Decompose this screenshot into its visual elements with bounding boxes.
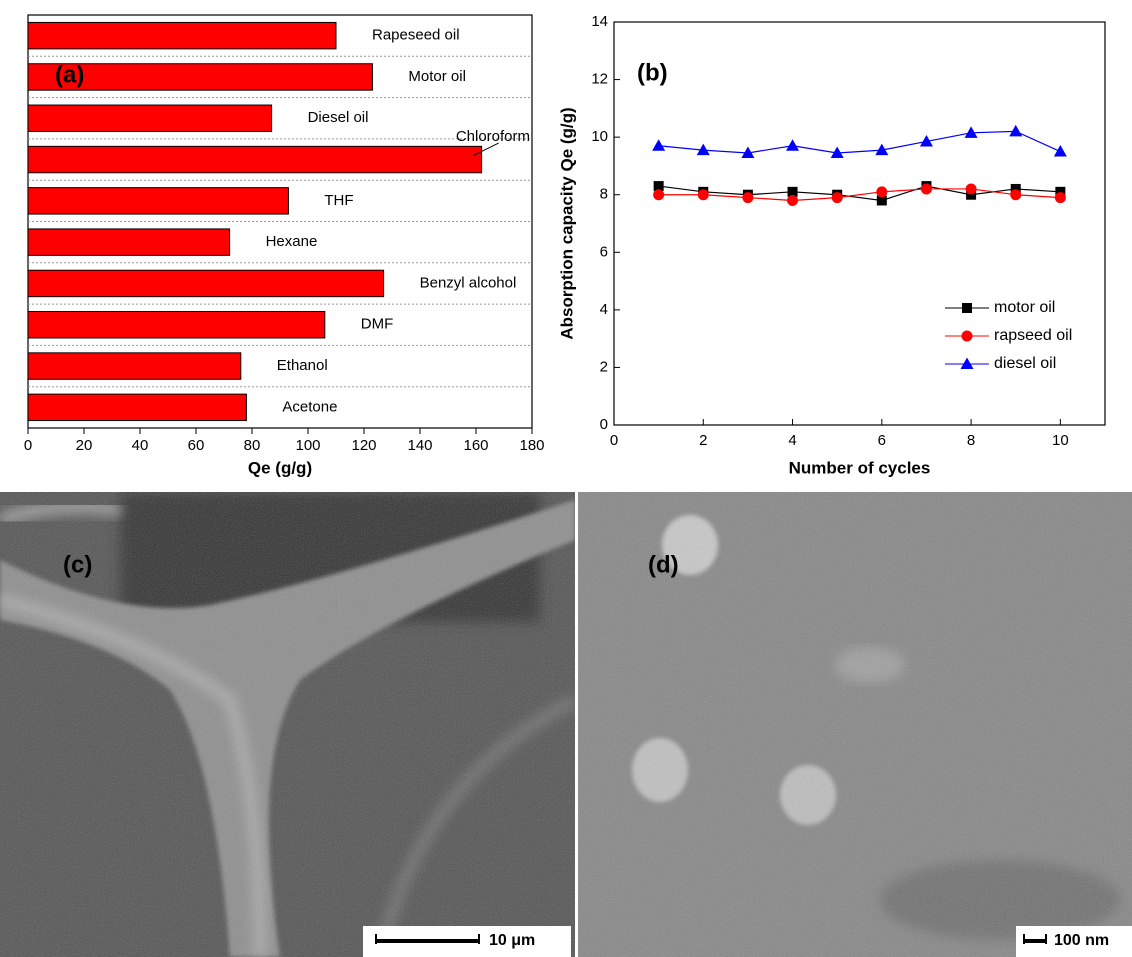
x-tick-label: 4 bbox=[788, 432, 796, 449]
marker bbox=[961, 358, 974, 370]
x-tick-label: 20 bbox=[76, 437, 93, 454]
bar-label: THF bbox=[324, 192, 353, 209]
bar bbox=[28, 229, 230, 255]
y-tick-label: 6 bbox=[600, 243, 608, 260]
marker bbox=[1054, 145, 1067, 157]
x-tick-label: 140 bbox=[407, 437, 432, 454]
x-tick-label: 40 bbox=[132, 437, 149, 454]
marker bbox=[698, 189, 709, 200]
bar-label: Hexane bbox=[266, 233, 318, 250]
marker bbox=[965, 126, 978, 138]
legend-label: motor oil bbox=[994, 299, 1055, 316]
marker bbox=[787, 195, 798, 206]
bar bbox=[28, 353, 241, 379]
x-tick-label: 120 bbox=[351, 437, 376, 454]
scale-bar-label: 10 μm bbox=[489, 932, 535, 949]
panel-label: (d) bbox=[648, 551, 679, 578]
x-tick-label: 0 bbox=[610, 432, 618, 449]
x-axis-label: Number of cycles bbox=[789, 458, 931, 477]
x-tick-label: 6 bbox=[878, 432, 886, 449]
marker bbox=[921, 183, 932, 194]
bar bbox=[28, 105, 272, 131]
bar-label: Rapeseed oil bbox=[372, 27, 460, 44]
marker bbox=[652, 139, 665, 151]
x-tick-label: 100 bbox=[295, 437, 320, 454]
bar-label: Ethanol bbox=[277, 357, 328, 374]
y-tick-label: 14 bbox=[591, 13, 608, 30]
bar bbox=[28, 312, 325, 338]
bar-label: Acetone bbox=[282, 398, 337, 415]
y-tick-label: 12 bbox=[591, 71, 608, 88]
y-tick-label: 0 bbox=[600, 416, 608, 433]
x-tick-label: 180 bbox=[519, 437, 544, 454]
bar bbox=[28, 146, 482, 172]
panel-label: (c) bbox=[63, 551, 92, 578]
y-tick-label: 10 bbox=[591, 128, 608, 145]
bar bbox=[28, 394, 246, 420]
bar-label: Diesel oil bbox=[308, 109, 369, 126]
x-tick-label: 80 bbox=[244, 437, 261, 454]
legend-label: rapseed oil bbox=[994, 327, 1072, 344]
bar-label: Benzyl alcohol bbox=[420, 274, 517, 291]
x-tick-label: 10 bbox=[1052, 432, 1069, 449]
x-tick-label: 160 bbox=[463, 437, 488, 454]
y-axis-label: Absorption capacity Qe (g/g) bbox=[557, 107, 576, 339]
marker bbox=[876, 186, 887, 197]
bar-label: DMF bbox=[361, 316, 394, 333]
bar bbox=[28, 270, 384, 296]
marker bbox=[786, 139, 799, 151]
marker bbox=[742, 192, 753, 203]
marker bbox=[1055, 192, 1066, 203]
x-tick-label: 2 bbox=[699, 432, 707, 449]
marker bbox=[962, 331, 973, 342]
y-tick-label: 8 bbox=[600, 186, 608, 203]
marker bbox=[962, 303, 972, 313]
series-line bbox=[659, 131, 1061, 153]
panel-label: (a) bbox=[55, 61, 84, 88]
marker bbox=[1009, 125, 1022, 137]
marker bbox=[966, 183, 977, 194]
y-tick-label: 4 bbox=[600, 301, 608, 318]
bar-label: Chloroform bbox=[456, 128, 530, 145]
x-tick-label: 0 bbox=[24, 437, 32, 454]
panel-label: (b) bbox=[637, 59, 668, 86]
marker bbox=[1010, 189, 1021, 200]
y-tick-label: 2 bbox=[600, 358, 608, 375]
bar bbox=[28, 22, 336, 48]
x-tick-label: 8 bbox=[967, 432, 975, 449]
legend-label: diesel oil bbox=[994, 355, 1056, 372]
bar bbox=[28, 188, 288, 214]
x-axis-label: Qe (g/g) bbox=[248, 458, 312, 477]
figure: (c) (d) 10 μm 100 nm 0204060801001201401… bbox=[0, 0, 1132, 957]
marker bbox=[832, 192, 843, 203]
marker bbox=[653, 189, 664, 200]
x-tick-label: 60 bbox=[188, 437, 205, 454]
bar-label: Motor oil bbox=[408, 68, 466, 85]
scale-bar-label: 100 nm bbox=[1054, 932, 1109, 949]
